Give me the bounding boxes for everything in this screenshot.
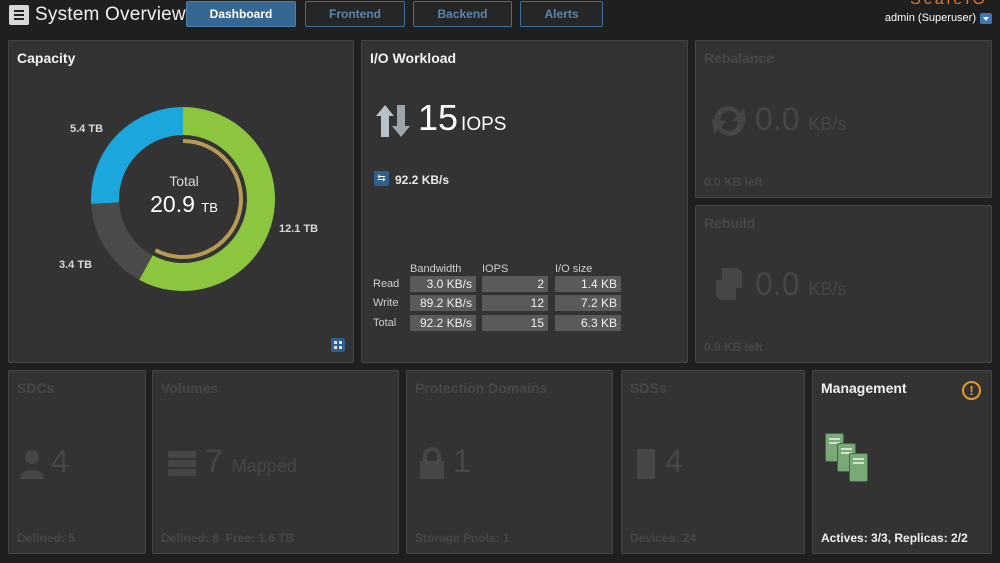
volumes-value: 7 [205,443,223,479]
protection-domains-title: Protection Domains [415,380,548,396]
rebalance-unit: KB/s [808,114,847,134]
tab-backend[interactable]: Backend [413,1,512,27]
io-read-bandwidth: 3.0 KB/s [410,276,476,292]
volumes-unit: Mapped [231,456,297,476]
capacity-title: Capacity [17,50,76,66]
capacity-segment-0[interactable] [139,107,275,291]
grid-icon[interactable] [331,338,345,352]
volumes-footer: Defined: 8 Free: 1.6 TB [161,531,295,545]
capacity-segment-label-used: 12.1 TB [279,223,319,235]
io-workload-title: I/O Workload [370,50,457,66]
capacity-donut-chart [90,107,275,291]
capacity-total-number: 20.9 [150,191,195,217]
capacity-panel: Capacity 12.1 TB 3.4 TB 5.4 TB Total 20.… [8,40,354,363]
capacity-segment-label-free: 5.4 TB [70,123,104,135]
rebalance-readout: 0.0 KB/s [755,101,846,138]
sdcs-value: 4 [51,443,69,479]
capacity-segment-1[interactable] [91,202,153,280]
io-total-iops: 15 [482,315,548,331]
capacity-inner-ring [154,139,243,259]
sdss-title: SDSs [630,380,667,396]
capacity-total-label: Total [169,173,199,189]
io-header-size: I/O size [555,263,593,275]
iops-value: 15 [418,97,459,138]
user-icon [20,450,44,479]
up-down-arrows-icon [376,105,410,137]
rebalance-footer: 0.0 KB left [704,175,763,189]
top-bar: System Overview Dashboard Frontend Backe… [0,0,1000,30]
management-footer: Actives: 3/3, Replicas: 2/2 [821,531,968,545]
iops-readout: 15 IOPS [418,97,506,139]
tab-dashboard[interactable]: Dashboard [186,1,296,27]
sdcs-panel: SDCs 4 Defined: 5 [8,370,146,554]
io-workload-panel: I/O Workload 15 IOPS ⇆ 92.2 KB/s Bandwidt… [361,40,688,363]
io-row-label-read: Read [373,278,400,290]
lock-icon [420,447,444,479]
warning-icon[interactable]: ! [962,381,981,400]
page-title: System Overview [35,4,186,25]
io-write-size: 7.2 KB [555,295,621,311]
server-icon [637,449,655,479]
bandwidth-icon: ⇆ [374,171,389,186]
tab-alerts[interactable]: Alerts [520,1,603,27]
io-total-bandwidth: 92.2 KB/s [410,315,476,331]
rebalance-arrows-icon [712,106,746,136]
io-row-label-write: Write [373,297,399,309]
sdss-footer: Devices: 24 [630,531,697,545]
rebuild-panel: Rebuild 0.0 KB/s 0.0 KB left [695,205,992,363]
sdcs-title: SDCs [17,380,55,396]
iops-unit: IOPS [461,114,507,135]
io-read-size: 1.4 KB [555,276,621,292]
management-title: Management [821,380,907,396]
rebalance-value: 0.0 [755,101,800,137]
chevron-down-icon[interactable] [980,13,992,24]
rebuild-title: Rebuild [704,215,756,231]
volumes-readout: 7 Mapped [205,443,297,480]
io-total-size: 6.3 KB [555,315,621,331]
capacity-total-value: 20.9 TB [129,191,239,218]
io-write-iops: 12 [482,295,548,311]
rebuild-value: 0.0 [755,266,800,302]
brand-logo: ScaleIO [910,0,988,9]
sdss-panel: SDSs 4 Devices: 24 [621,370,805,554]
io-header-bandwidth: Bandwidth [410,263,462,275]
io-write-bandwidth: 89.2 KB/s [410,295,476,311]
tab-frontend[interactable]: Frontend [305,1,405,27]
io-row-label-total: Total [373,317,397,329]
io-read-iops: 2 [482,276,548,292]
rebalance-panel: Rebalance 0.0 KB/s 0.0 KB left [695,40,992,198]
capacity-total-unit: TB [201,200,218,215]
bandwidth-value: 92.2 KB/s [395,173,450,187]
hamburger-icon[interactable] [9,5,29,25]
rebuild-blocks-icon [716,268,742,300]
protection-domains-value: 1 [453,443,471,479]
sdcs-footer: Defined: 5 [17,531,76,545]
capacity-segment-2[interactable] [90,107,183,204]
rebuild-unit: KB/s [808,279,847,299]
management-panel: Management ! Actives: 3/3, Replicas: 2/2 [812,370,992,554]
user-name[interactable]: admin (Superuser) [884,12,976,24]
sdss-value: 4 [665,443,683,479]
protection-domains-footer: Storage Pools: 1 [415,531,510,545]
rebuild-readout: 0.0 KB/s [755,266,846,303]
rebalance-title: Rebalance [704,50,775,66]
volumes-title: Volumes [161,380,219,396]
io-header-iops: IOPS [482,263,509,275]
volumes-panel: Volumes 7 Mapped Defined: 8 Free: 1.6 TB [152,370,399,554]
rebuild-footer: 0.0 KB left [704,340,763,354]
capacity-segment-label-spare: 3.4 TB [59,259,93,271]
protection-domains-panel: Protection Domains 1 Storage Pools: 1 [406,370,613,554]
